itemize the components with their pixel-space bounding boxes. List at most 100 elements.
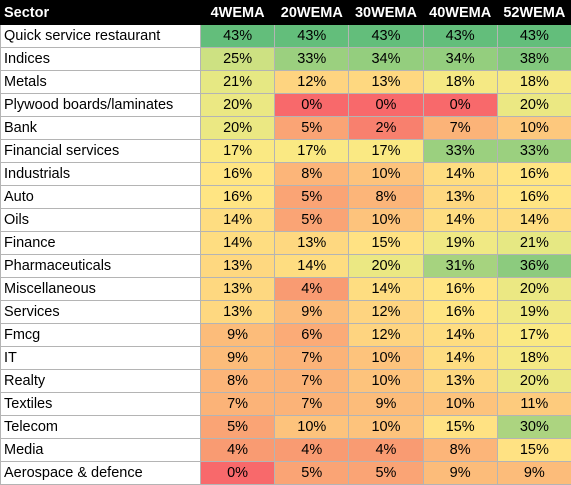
value-cell-30wema: 10% [349,370,423,393]
value-cell-30wema: 8% [349,186,423,209]
sector-cell: Oils [1,209,201,232]
value-cell-20wema: 7% [275,393,349,416]
value-cell-30wema: 2% [349,117,423,140]
value-cell-20wema: 13% [275,232,349,255]
value-cell-52wema: 20% [497,370,571,393]
value-cell-4wema: 14% [201,209,275,232]
value-cell-4wema: 4% [201,439,275,462]
value-cell-20wema: 6% [275,324,349,347]
value-cell-4wema: 20% [201,94,275,117]
value-cell-52wema: 30% [497,416,571,439]
value-cell-40wema: 34% [423,48,497,71]
value-cell-52wema: 19% [497,301,571,324]
sector-cell: Industrials [1,163,201,186]
value-cell-40wema: 9% [423,462,497,485]
sector-cell: Financial services [1,140,201,163]
value-cell-30wema: 10% [349,163,423,186]
value-cell-20wema: 43% [275,25,349,48]
value-cell-4wema: 16% [201,186,275,209]
value-cell-4wema: 20% [201,117,275,140]
value-cell-52wema: 9% [497,462,571,485]
value-cell-4wema: 13% [201,301,275,324]
value-cell-30wema: 12% [349,324,423,347]
header-30wema: 30WEMA [349,1,423,25]
value-cell-40wema: 31% [423,255,497,278]
sector-cell: Pharmaceuticals [1,255,201,278]
header-40wema: 40WEMA [423,1,497,25]
value-cell-20wema: 12% [275,71,349,94]
sector-cell: IT [1,347,201,370]
value-cell-30wema: 0% [349,94,423,117]
sector-cell: Aerospace & defence [1,462,201,485]
value-cell-20wema: 5% [275,462,349,485]
value-cell-30wema: 43% [349,25,423,48]
value-cell-40wema: 0% [423,94,497,117]
value-cell-30wema: 34% [349,48,423,71]
value-cell-20wema: 17% [275,140,349,163]
header-row: Sector 4WEMA 20WEMA 30WEMA 40WEMA 52WEMA [1,1,571,25]
value-cell-40wema: 13% [423,186,497,209]
value-cell-4wema: 5% [201,416,275,439]
value-cell-40wema: 13% [423,370,497,393]
header-20wema: 20WEMA [275,1,349,25]
value-cell-4wema: 9% [201,324,275,347]
header-52wema: 52WEMA [497,1,571,25]
value-cell-20wema: 5% [275,186,349,209]
value-cell-30wema: 9% [349,393,423,416]
value-cell-40wema: 14% [423,347,497,370]
value-cell-4wema: 43% [201,25,275,48]
sector-cell: Media [1,439,201,462]
value-cell-40wema: 7% [423,117,497,140]
value-cell-20wema: 33% [275,48,349,71]
value-cell-40wema: 19% [423,232,497,255]
value-cell-30wema: 14% [349,278,423,301]
value-cell-52wema: 14% [497,209,571,232]
value-cell-52wema: 16% [497,163,571,186]
value-cell-4wema: 25% [201,48,275,71]
value-cell-40wema: 16% [423,301,497,324]
sector-cell: Services [1,301,201,324]
value-cell-30wema: 13% [349,71,423,94]
value-cell-40wema: 14% [423,209,497,232]
value-cell-40wema: 10% [423,393,497,416]
sector-cell: Bank [1,117,201,140]
header-4wema: 4WEMA [201,1,275,25]
header-sector: Sector [1,1,201,25]
value-cell-4wema: 13% [201,255,275,278]
value-cell-4wema: 17% [201,140,275,163]
value-cell-20wema: 9% [275,301,349,324]
value-cell-40wema: 18% [423,71,497,94]
value-cell-20wema: 7% [275,347,349,370]
sector-cell: Plywood boards/laminates [1,94,201,117]
sector-cell: Telecom [1,416,201,439]
value-cell-4wema: 14% [201,232,275,255]
sector-cell: Auto [1,186,201,209]
sector-cell: Indices [1,48,201,71]
value-cell-30wema: 12% [349,301,423,324]
value-cell-40wema: 14% [423,163,497,186]
value-cell-30wema: 20% [349,255,423,278]
sector-cell: Metals [1,71,201,94]
sector-cell: Miscellaneous [1,278,201,301]
value-cell-52wema: 20% [497,94,571,117]
value-cell-30wema: 15% [349,232,423,255]
value-cell-20wema: 10% [275,416,349,439]
value-cell-40wema: 33% [423,140,497,163]
value-cell-20wema: 14% [275,255,349,278]
value-cell-20wema: 0% [275,94,349,117]
value-cell-4wema: 13% [201,278,275,301]
value-cell-4wema: 16% [201,163,275,186]
value-cell-52wema: 10% [497,117,571,140]
